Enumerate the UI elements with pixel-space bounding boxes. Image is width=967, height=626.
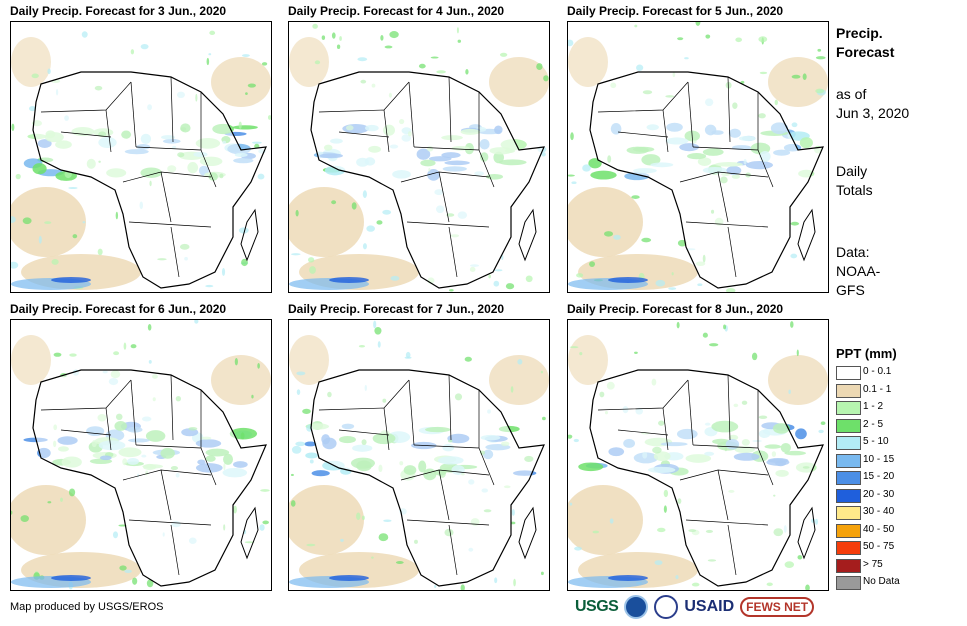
legend-label: 40 - 50 [863,523,895,535]
legend-swatch [836,523,861,538]
legend-label: 0.1 - 1 [863,383,892,395]
legend-swatch [836,418,861,433]
legend-label: > 75 [863,558,883,570]
legend-swatch [836,471,861,485]
panel-title: Daily Precip. Forecast for 5 Jun., 2020 [567,4,784,18]
legend-swatch [836,541,861,555]
legend-swatch [836,576,861,590]
side-title-line1: Precip. [836,25,883,41]
totals-line1: Daily [836,163,868,179]
panel-title: Daily Precip. Forecast for 6 Jun., 2020 [10,302,227,316]
legend-swatch [836,383,861,398]
legend-label: 30 - 40 [863,506,895,517]
legend-label: 1 - 2 [863,401,884,412]
data-source: Data: NOAA- GFS [836,243,880,300]
precip-map-canvas [11,320,271,590]
precip-map [567,21,829,293]
totals-label: Daily Totals [836,162,873,200]
legend-swatch [836,506,861,520]
fews-net-logo: FEWS NET [740,597,815,617]
totals-line2: Totals [836,182,873,198]
legend-label: 50 - 75 [863,541,895,552]
legend-title: PPT (mm) [836,346,897,361]
agency-seal-logo [654,595,679,619]
logo-strip: USGS USAID FEWS NET [575,594,815,620]
as-of-line2: Jun 3, 2020 [836,105,910,121]
precip-map-canvas [568,321,828,590]
noaa-logo [624,595,649,619]
precip-map [10,319,272,591]
side-title-line2: Forecast [836,44,895,60]
panel-title: Daily Precip. Forecast for 4 Jun., 2020 [288,4,505,18]
precip-map-canvas [289,320,549,590]
panel-title: Daily Precip. Forecast for 3 Jun., 2020 [10,4,227,18]
legend-swatch [836,558,861,573]
legend-label: 0 - 0.1 [863,366,892,377]
source-line1: Data: [836,244,870,260]
legend-swatch [836,401,861,415]
legend-label: No Data [863,576,900,587]
legend-label: 10 - 15 [863,453,895,465]
legend-swatch [836,453,861,468]
legend-swatch [836,488,861,503]
legend-label: 15 - 20 [863,471,895,482]
precip-map-canvas [11,30,271,290]
legend-swatch [836,366,861,380]
precip-map [567,319,829,591]
legend-swatch [836,436,861,450]
map-credit: Map produced by USGS/EROS [10,601,164,613]
legend-label: 20 - 30 [863,488,895,500]
precip-map-canvas [568,22,828,292]
source-line2: NOAA- [836,263,881,279]
side-title: Precip. Forecast [836,24,894,62]
precip-map [288,319,550,591]
precip-map [288,21,550,293]
as-of-date: as of Jun 3, 2020 [836,85,909,123]
as-of-line1: as of [836,86,867,102]
usaid-logo: USAID [684,598,735,615]
panel-title: Daily Precip. Forecast for 8 Jun., 2020 [567,302,784,316]
legend-label: 5 - 10 [863,436,889,447]
legend-label: 2 - 5 [863,418,884,430]
precip-map [10,21,272,293]
source-line3: GFS [836,282,865,298]
usgs-logo: USGS [575,598,619,615]
panel-title: Daily Precip. Forecast for 7 Jun., 2020 [288,302,505,316]
precip-map-canvas [289,23,549,292]
